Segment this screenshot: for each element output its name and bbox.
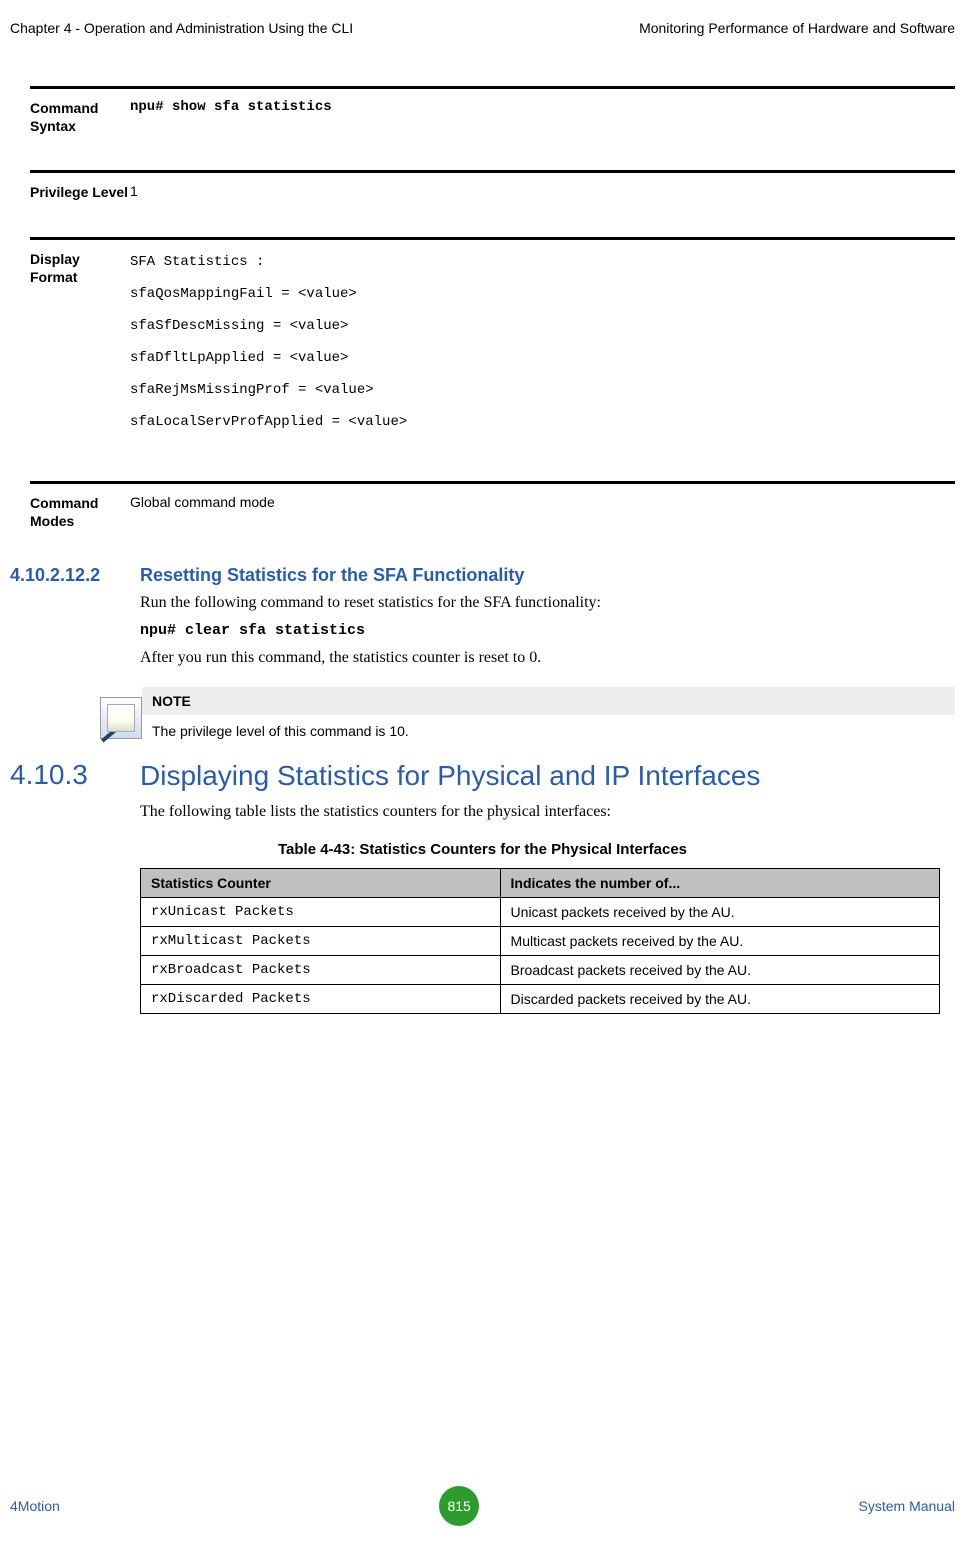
display-line: sfaSfDescMissing = <value> (130, 318, 955, 334)
table-row: rxBroadcast Packets Broadcast packets re… (141, 955, 940, 984)
note-body: The privilege level of this command is 1… (142, 715, 955, 739)
def-label-privilege: Privilege Level (30, 183, 130, 201)
def-value-modes: Global command mode (130, 494, 955, 530)
footer-left: 4Motion (10, 1498, 60, 1514)
display-line: sfaRejMsMissingProf = <value> (130, 382, 955, 398)
table-cell: Discarded packets received by the AU. (500, 984, 939, 1013)
table-header-cell: Statistics Counter (141, 868, 501, 897)
def-command-syntax: Command Syntax npu# show sfa statistics (30, 86, 955, 145)
page-number-circle: 815 (439, 1486, 479, 1526)
display-line: sfaLocalServProfApplied = <value> (130, 414, 955, 430)
table-row: rxDiscarded Packets Discarded packets re… (141, 984, 940, 1013)
subsection-paragraph: Run the following command to reset stati… (140, 594, 955, 612)
def-display-format: Display Format SFA Statistics : sfaQosMa… (30, 237, 955, 456)
subsection-command: npu# clear sfa statistics (140, 622, 955, 639)
section-number: 4.10.3 (10, 759, 140, 793)
display-line: sfaQosMappingFail = <value> (130, 286, 955, 302)
def-value-privilege: 1 (130, 183, 955, 201)
table-row: rxUnicast Packets Unicast packets receiv… (141, 897, 940, 926)
note-icon (100, 697, 142, 739)
section-intro: The following table lists the statistics… (140, 803, 955, 821)
page-footer: 4Motion 815 System Manual (10, 1486, 955, 1526)
table-cell: rxDiscarded Packets (141, 984, 501, 1013)
note-header: NOTE (142, 687, 955, 715)
table-cell: Broadcast packets received by the AU. (500, 955, 939, 984)
table-cell: rxUnicast Packets (141, 897, 501, 926)
def-command-modes: Command Modes Global command mode (30, 481, 955, 540)
def-label-display: Display Format (30, 250, 130, 446)
table-caption: Table 4-43: Statistics Counters for the … (10, 841, 955, 858)
header-right: Monitoring Performance of Hardware and S… (639, 20, 955, 36)
table-cell: Unicast packets received by the AU. (500, 897, 939, 926)
def-privilege-level: Privilege Level 1 (30, 170, 955, 211)
display-line: SFA Statistics : (130, 254, 955, 270)
table-cell: rxMulticast Packets (141, 926, 501, 955)
def-label-modes: Command Modes (30, 494, 130, 530)
subsection-number: 4.10.2.12.2 (10, 565, 140, 586)
subsection-paragraph: After you run this command, the statisti… (140, 649, 955, 667)
table-row: rxMulticast Packets Multicast packets re… (141, 926, 940, 955)
statistics-table: Statistics Counter Indicates the number … (140, 868, 940, 1014)
header-left: Chapter 4 - Operation and Administration… (10, 20, 353, 36)
subsection-title: Resetting Statistics for the SFA Functio… (140, 565, 524, 586)
table-header-row: Statistics Counter Indicates the number … (141, 868, 940, 897)
display-line: sfaDfltLpApplied = <value> (130, 350, 955, 366)
note-box: NOTE The privilege level of this command… (100, 687, 955, 739)
footer-right: System Manual (859, 1498, 955, 1514)
def-value-syntax: npu# show sfa statistics (130, 99, 955, 135)
section-title: Displaying Statistics for Physical and I… (140, 759, 760, 793)
def-value-display: SFA Statistics : sfaQosMappingFail = <va… (130, 250, 955, 446)
section-heading: 4.10.3 Displaying Statistics for Physica… (10, 759, 955, 793)
table-cell: Multicast packets received by the AU. (500, 926, 939, 955)
page-header: Chapter 4 - Operation and Administration… (10, 20, 955, 36)
def-label-syntax: Command Syntax (30, 99, 130, 135)
table-header-cell: Indicates the number of... (500, 868, 939, 897)
table-cell: rxBroadcast Packets (141, 955, 501, 984)
subsection-heading: 4.10.2.12.2 Resetting Statistics for the… (10, 565, 955, 586)
